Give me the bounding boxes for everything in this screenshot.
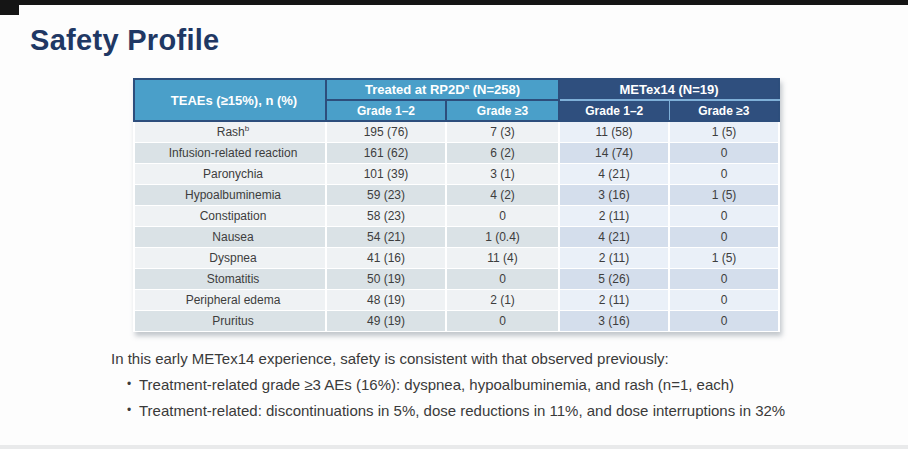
cell-met-g12: 2 (11)	[559, 205, 669, 226]
cell-met-g12: 14 (74)	[559, 142, 669, 163]
table-row-peripheral-edema: Peripheral edema 48 (19) 2 (1) 2 (11) 0	[134, 289, 779, 310]
subheader-met-grade3: Grade ≥3	[669, 100, 779, 121]
table-row-paronychia: Paronychia 101 (39) 3 (1) 4 (21) 0	[134, 163, 779, 184]
bullet-icon: •	[124, 375, 139, 394]
cell-met-g3: 1 (5)	[669, 121, 779, 142]
cell-met-g3: 0	[669, 268, 779, 289]
screen-corner-block	[0, 0, 19, 15]
cell-rp2d-g12: 50 (19)	[326, 268, 446, 289]
cell-met-g3: 0	[669, 163, 779, 184]
teae-name: Pruritus	[134, 310, 326, 331]
cell-rp2d-g3: 1 (0.4)	[446, 226, 559, 247]
group-header-rp2d-n: (N=258)	[469, 82, 520, 97]
cell-rp2d-g12: 161 (62)	[326, 142, 446, 163]
cell-met-g12: 5 (26)	[559, 268, 669, 289]
cell-met-g12: 11 (58)	[559, 121, 669, 142]
cell-rp2d-g12: 54 (21)	[326, 226, 446, 247]
cell-rp2d-g3: 6 (2)	[446, 142, 559, 163]
cell-rp2d-g12: 58 (23)	[326, 205, 446, 226]
bullet-icon: •	[124, 401, 139, 420]
cell-met-g12: 3 (16)	[559, 310, 669, 331]
cell-met-g12: 4 (21)	[559, 163, 669, 184]
cell-rp2d-g3: 7 (3)	[446, 121, 559, 142]
notes-bullet-1: • Treatment-related grade ≥3 AEs (16%): …	[111, 375, 851, 394]
notes-bullet-1-text: Treatment-related grade ≥3 AEs (16%): dy…	[139, 375, 851, 394]
group-header-metex14-label: METex14 (N=19)	[619, 82, 718, 97]
cell-met-g3: 0	[669, 310, 779, 331]
table-row-dyspnea: Dyspnea 41 (16) 11 (4) 2 (11) 1 (5)	[134, 247, 779, 268]
cell-met-g12: 2 (11)	[559, 289, 669, 310]
table-row-pruritus: Pruritus 49 (19) 0 3 (16) 0	[134, 310, 779, 331]
cell-met-g3: 0	[669, 289, 779, 310]
cell-rp2d-g3: 2 (1)	[446, 289, 559, 310]
safety-teae-table: TEAEs (≥15%), n (%) Treated at RP2Da (N=…	[133, 78, 780, 332]
summary-notes: In this early METex14 experience, safety…	[111, 349, 851, 420]
teae-name: Hypoalbuminemia	[134, 184, 326, 205]
group-header-metex14: METex14 (N=19)	[559, 79, 779, 100]
subheader-rp2d-grade3: Grade ≥3	[446, 100, 559, 121]
group-header-rp2d-label: Treated at RP2D	[365, 82, 465, 97]
cell-met-g3: 1 (5)	[669, 184, 779, 205]
notes-bullet-2: • Treatment-related: discontinuations in…	[111, 401, 851, 420]
table-group-header-row: TEAEs (≥15%), n (%) Treated at RP2Da (N=…	[134, 79, 779, 100]
teae-name: Peripheral edema	[134, 289, 326, 310]
teae-name: Nausea	[134, 226, 326, 247]
table-row-infusion-related-reaction: Infusion-related reaction 161 (62) 6 (2)…	[134, 142, 779, 163]
cell-met-g3: 1 (5)	[669, 247, 779, 268]
table-row-rash: Rashb 195 (76) 7 (3) 11 (58) 1 (5)	[134, 121, 779, 142]
cell-met-g12: 2 (11)	[559, 247, 669, 268]
cell-rp2d-g3: 3 (1)	[446, 163, 559, 184]
subheader-rp2d-grade12: Grade 1–2	[326, 100, 446, 121]
cell-met-g3: 0	[669, 142, 779, 163]
table-corner-header: TEAEs (≥15%), n (%)	[134, 79, 326, 121]
cell-rp2d-g3: 11 (4)	[446, 247, 559, 268]
cell-rp2d-g12: 101 (39)	[326, 163, 446, 184]
teae-name: Stomatitis	[134, 268, 326, 289]
table-row-constipation: Constipation 58 (23) 0 2 (11) 0	[134, 205, 779, 226]
table-row-hypoalbuminemia: Hypoalbuminemia 59 (23) 4 (2) 3 (16) 1 (…	[134, 184, 779, 205]
cell-rp2d-g12: 41 (16)	[326, 247, 446, 268]
cell-met-g12: 4 (21)	[559, 226, 669, 247]
page-title: Safety Profile	[30, 24, 220, 57]
teae-name: Paronychia	[134, 163, 326, 184]
cell-met-g3: 0	[669, 226, 779, 247]
cell-rp2d-g3: 0	[446, 310, 559, 331]
group-header-rp2d: Treated at RP2Da (N=258)	[326, 79, 559, 100]
screen-bottom-bar	[0, 445, 908, 449]
screen-top-bar	[0, 0, 908, 5]
cell-rp2d-g12: 195 (76)	[326, 121, 446, 142]
cell-rp2d-g12: 48 (19)	[326, 289, 446, 310]
cell-rp2d-g3: 4 (2)	[446, 184, 559, 205]
teae-name: Dyspnea	[134, 247, 326, 268]
cell-rp2d-g3: 0	[446, 205, 559, 226]
teae-name: Rashb	[134, 121, 326, 142]
notes-intro: In this early METex14 experience, safety…	[111, 349, 851, 368]
teae-name: Infusion-related reaction	[134, 142, 326, 163]
footnote-marker-b: b	[245, 124, 249, 133]
cell-met-g3: 0	[669, 205, 779, 226]
notes-bullet-2-text: Treatment-related: discontinuations in 5…	[139, 401, 851, 420]
cell-rp2d-g3: 0	[446, 268, 559, 289]
subheader-met-grade12: Grade 1–2	[559, 100, 669, 121]
cell-met-g12: 3 (16)	[559, 184, 669, 205]
table-row-nausea: Nausea 54 (21) 1 (0.4) 4 (21) 0	[134, 226, 779, 247]
cell-rp2d-g12: 59 (23)	[326, 184, 446, 205]
cell-rp2d-g12: 49 (19)	[326, 310, 446, 331]
teae-name: Constipation	[134, 205, 326, 226]
table-row-stomatitis: Stomatitis 50 (19) 0 5 (26) 0	[134, 268, 779, 289]
